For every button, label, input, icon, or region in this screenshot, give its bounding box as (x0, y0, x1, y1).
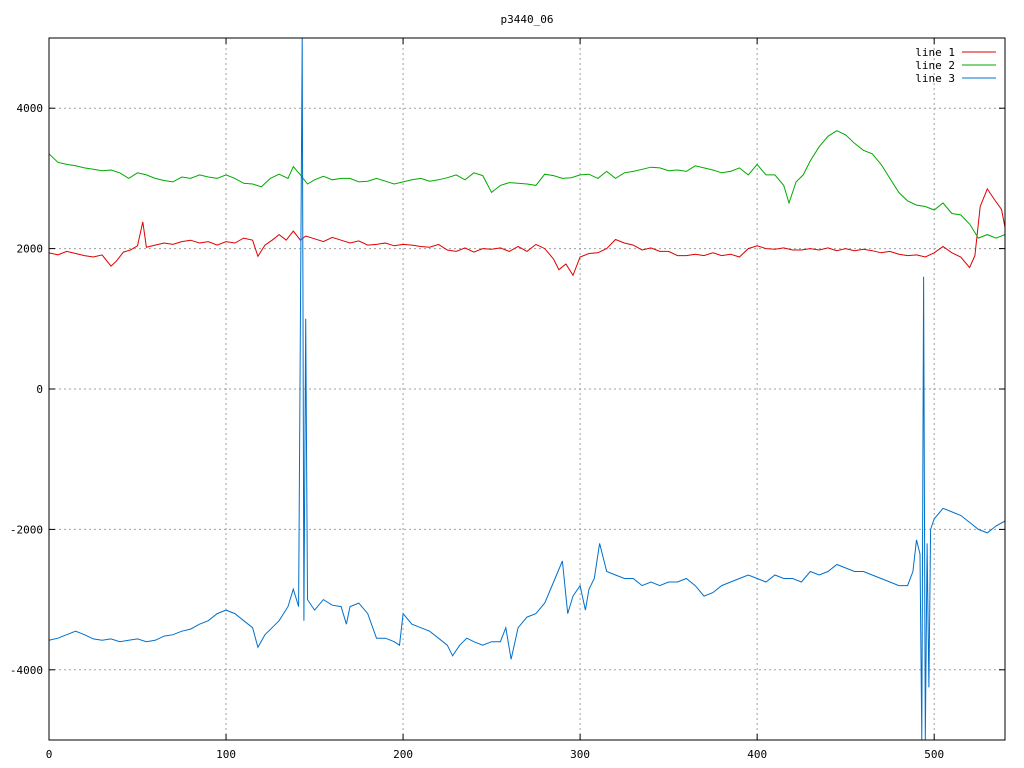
series-line-2 (49, 130, 1005, 239)
x-tick-label: 300 (570, 748, 590, 761)
x-tick-label: 100 (216, 748, 236, 761)
x-tick-label: 400 (747, 748, 767, 761)
legend-label: line 2 (915, 59, 955, 72)
grid (49, 38, 1005, 740)
series-lines (49, 38, 1005, 740)
x-tick-label: 0 (46, 748, 53, 761)
plot-border (48, 37, 1006, 741)
legend-label: line 3 (915, 72, 955, 85)
legend-label: line 1 (915, 46, 955, 59)
y-tick-label: 0 (36, 383, 43, 396)
y-tick-label: 4000 (17, 102, 44, 115)
y-tick-label: -4000 (10, 664, 43, 677)
y-tick-label: -2000 (10, 523, 43, 536)
y-tick-label: 2000 (17, 243, 44, 256)
x-tick-label: 200 (393, 748, 413, 761)
series-line-1 (49, 187, 1005, 277)
series-line-3 (49, 38, 1005, 740)
chart-title: p3440_06 (501, 13, 554, 26)
axis-ticks: 0 100 200 300 400 500 -4000 -2000 0 2000 4000 (10, 38, 1005, 761)
x-tick-label: 500 (924, 748, 944, 761)
